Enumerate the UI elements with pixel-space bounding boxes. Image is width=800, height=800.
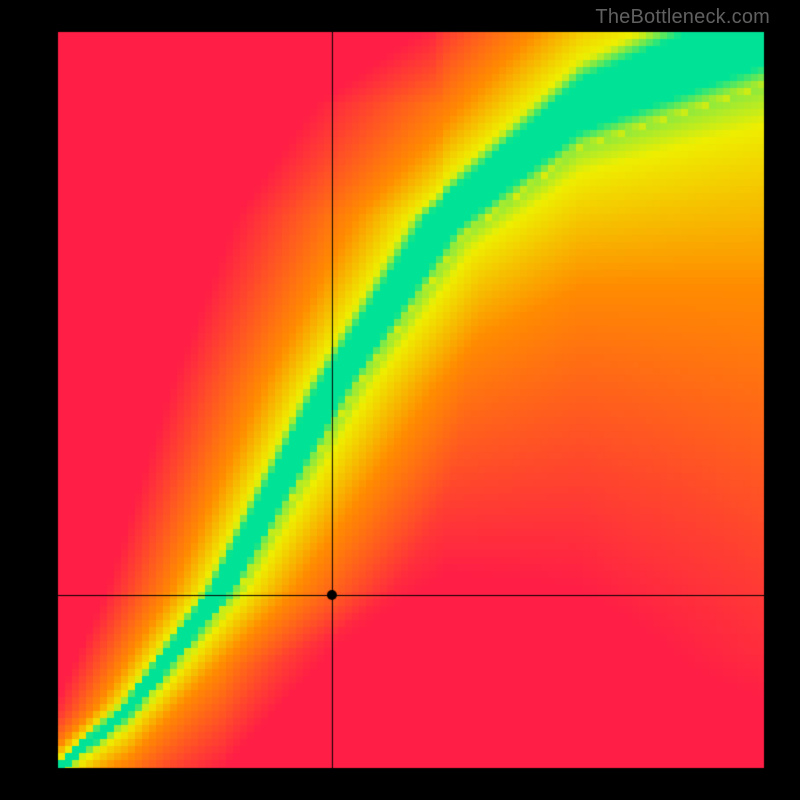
chart-container: TheBottleneck.com xyxy=(0,0,800,800)
bottleneck-heatmap xyxy=(0,0,800,800)
watermark-text: TheBottleneck.com xyxy=(595,6,770,29)
